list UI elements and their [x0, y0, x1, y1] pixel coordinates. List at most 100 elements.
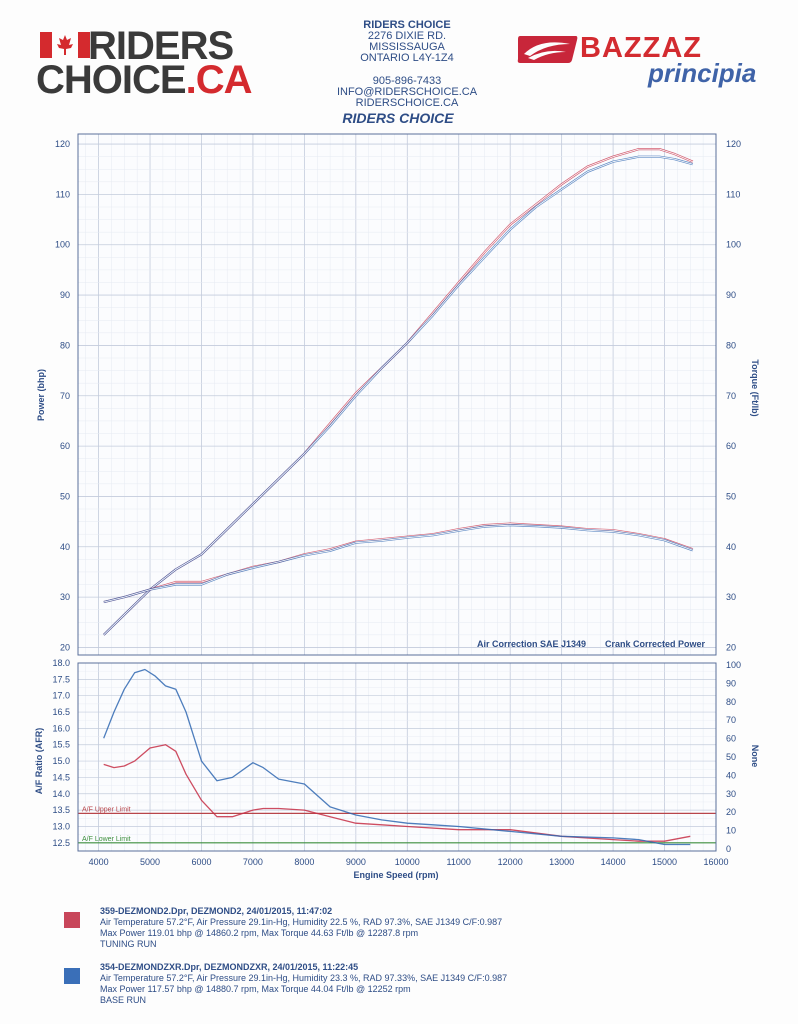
rpm-tick-label: 9000 — [346, 857, 366, 867]
rpm-tick-label: 13000 — [549, 857, 574, 867]
rpm-tick-label: 8000 — [294, 857, 314, 867]
run1-max-values: Max Power 119.01 bhp @ 14860.2 rpm, Max … — [100, 928, 419, 938]
bazzaz-emblem-icon — [517, 36, 578, 63]
afr-plot-area — [78, 663, 716, 851]
none-tick-label: 100 — [726, 660, 741, 670]
torque-tick-label: 110 — [726, 189, 740, 199]
run1-conditions: Air Temperature 57.2°F, Air Pressure 29.… — [100, 917, 503, 927]
logo-suffix: .CA — [185, 58, 253, 102]
torque-tick-label: 90 — [726, 290, 736, 300]
rpm-tick-label: 6000 — [191, 857, 211, 867]
power-tick-label: 70 — [60, 391, 70, 401]
run2-swatch — [64, 968, 80, 984]
afr-tick-label: 15.0 — [52, 756, 70, 766]
power-tick-label: 60 — [60, 441, 70, 451]
power-tick-label: 90 — [60, 290, 70, 300]
afr-series-2 — [103, 668, 691, 846]
power-tick-label: 110 — [56, 189, 70, 199]
dealer-email: INFO@RIDERSCHOICE.CA — [336, 86, 478, 98]
dealer-address-2: MISSISSAUGA — [369, 41, 445, 53]
afr-tick-label: 16.5 — [52, 707, 70, 717]
afr-tick-label: 13.5 — [52, 805, 70, 815]
rpm-tick-label: 4000 — [89, 857, 109, 867]
principia-word: principia — [648, 58, 757, 88]
chart-title: RIDERS CHOICE — [342, 110, 454, 126]
bazzaz-logo: BAZZAZ principia — [516, 32, 776, 92]
power-frame — [77, 133, 717, 656]
none-tick-label: 30 — [726, 789, 736, 799]
afr-tick-label: 13.0 — [52, 821, 70, 831]
torque-tick-label: 20 — [726, 642, 736, 652]
none-tick-label: 70 — [726, 715, 736, 725]
afr-tick-label: 14.5 — [52, 772, 70, 782]
power-series-2-core — [103, 156, 693, 636]
rpm-tick-label: 11000 — [447, 857, 471, 867]
run2-header: 354-DEZMONDZXR.Dpr, DEZMONDZXR, 24/01/20… — [100, 962, 359, 972]
correction-annotation: Air Correction SAE J1349 — [477, 639, 586, 649]
bazzaz-word: BAZZAZ — [580, 32, 702, 64]
none-tick-label: 20 — [726, 807, 736, 817]
run-legend: 359-DEZMOND2.Dpr, DEZMOND2, 24/01/2015, … — [62, 906, 662, 1018]
afr-axis-label: A/F Ratio (AFR) — [34, 728, 44, 795]
power-tick-label: 50 — [60, 491, 70, 501]
none-tick-label: 50 — [726, 752, 736, 762]
run2-max-values: Max Power 117.57 bhp @ 14880.7 rpm, Max … — [100, 984, 411, 994]
logo-word: CHOICE — [36, 58, 187, 102]
torque-axis-label: Torque (Ft/lb) — [750, 359, 760, 416]
dyno-charts: A/F Upper Limit A/F Lower Limit 20 20 30 30 4… — [34, 133, 760, 880]
logo-line-2: CHOICE.CA — [36, 58, 253, 102]
none-tick-label: 90 — [726, 678, 736, 688]
afr-tick-label: 16.0 — [52, 723, 70, 733]
dealer-name: RIDERS CHOICE — [363, 19, 451, 31]
run1-swatch — [64, 912, 80, 928]
torque-tick-label: 80 — [726, 340, 736, 350]
dealer-phone: 905-896-7433 — [372, 75, 442, 87]
rpm-tick-label: 16000 — [703, 857, 728, 867]
afr-frame — [77, 662, 717, 852]
legend-entry-run2: 354-DEZMONDZXR.Dpr, DEZMONDZXR, 24/01/20… — [62, 962, 662, 1018]
afr-tick-label: 17.5 — [52, 674, 70, 684]
none-tick-label: 40 — [726, 770, 736, 780]
torque-tick-label: 100 — [726, 240, 741, 250]
torque-tick-label: 70 — [726, 391, 736, 401]
none-tick-label: 60 — [726, 734, 736, 744]
riders-choice-logo: RIDERS CHOICE.CA — [36, 26, 306, 100]
none-tick-label: 0 — [726, 844, 731, 854]
rpm-tick-label: 12000 — [498, 857, 523, 867]
torque-tick-label: 30 — [726, 592, 736, 602]
power-tick-label: 100 — [55, 240, 70, 250]
dealer-address-3: ONTARIO L4Y-1Z4 — [360, 52, 454, 64]
dealer-website: RIDERSCHOICE.CA — [355, 97, 459, 109]
logo-line-1: RIDERS — [88, 24, 234, 68]
torque-tick-label: 40 — [726, 542, 736, 552]
none-tick-label: 80 — [726, 697, 736, 707]
power-tick-label: 20 — [60, 642, 70, 652]
power-tick-label: 120 — [55, 139, 70, 149]
rpm-tick-label: 14000 — [601, 857, 626, 867]
afr-tick-label: 12.5 — [52, 838, 70, 848]
rpm-tick-label: 5000 — [140, 857, 160, 867]
rpm-axis-label: Engine Speed (rpm) — [353, 870, 438, 880]
afr-tick-label: 17.0 — [52, 691, 70, 701]
rpm-tick-label: 10000 — [395, 857, 420, 867]
dealer-info: RIDERS CHOICE 2276 DIXIE RD. MISSISSAUGA… — [300, 20, 514, 109]
power-series-4-core — [103, 524, 693, 603]
power-axis-label: Power (bhp) — [36, 369, 46, 421]
afr-tick-label: 15.5 — [52, 740, 70, 750]
none-axis-label: None — [750, 745, 760, 768]
torque-tick-label: 120 — [726, 139, 741, 149]
afr-lower-limit-label: A/F Lower Limit — [82, 836, 131, 843]
power-tick-label: 40 — [60, 542, 70, 552]
rpm-tick-label: 7000 — [243, 857, 263, 867]
rpm-tick-label: 15000 — [652, 857, 677, 867]
torque-tick-label: 60 — [726, 441, 736, 451]
none-tick-label: 10 — [726, 826, 736, 836]
afr-tick-label: 18.0 — [52, 658, 70, 668]
run1-header: 359-DEZMOND2.Dpr, DEZMOND2, 24/01/2015, … — [100, 906, 333, 916]
afr-upper-limit-label: A/F Upper Limit — [82, 806, 131, 813]
crank-power-annotation: Crank Corrected Power — [605, 639, 706, 649]
power-plot-area — [78, 134, 716, 655]
dealer-address-1: 2276 DIXIE RD. — [367, 30, 447, 42]
torque-tick-label: 50 — [726, 491, 736, 501]
run2-label: BASE RUN — [100, 995, 147, 1005]
